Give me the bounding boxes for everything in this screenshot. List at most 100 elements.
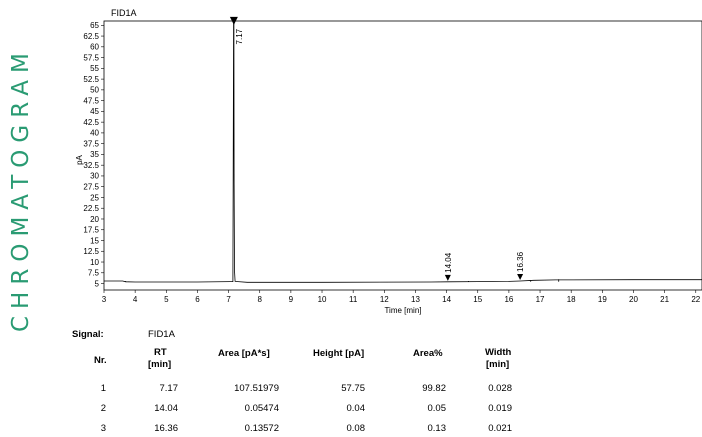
- y-axis-label: pA: [75, 154, 84, 164]
- result-rows: 1 7.17 107.51979 57.75 99.82 0.028 2 14.04 0.054…: [60, 377, 702, 437]
- y-tick-label: 37.5: [83, 139, 99, 148]
- y-tick-label: 17.5: [83, 226, 99, 235]
- peak-label: 14.04: [444, 252, 453, 273]
- table-row: 3 16.36 0.13572 0.08 0.13 0.021: [60, 417, 702, 437]
- y-tick-label: 15: [90, 236, 99, 245]
- peak-marker: 16.36: [516, 251, 525, 280]
- cell-width: 0.021: [488, 423, 512, 434]
- y-tick-label: 5: [95, 279, 100, 288]
- cell-area-pct: 0.05: [427, 403, 447, 414]
- y-tick-label: 45: [90, 107, 99, 116]
- results-table: Signal: FID1A Nr. RT [min] Area [pA*s] H…: [60, 329, 702, 437]
- x-tick-label: 6: [195, 295, 200, 304]
- x-tick-label: 10: [318, 295, 327, 304]
- y-tick-label: 60: [90, 43, 99, 52]
- y-tick-label: 25: [90, 193, 99, 202]
- x-tick-label: 11: [349, 295, 358, 304]
- cell-rt: 7.17: [159, 383, 179, 394]
- x-tick-label: 8: [258, 295, 263, 304]
- peak-markers: 7.17 14.04 16.36: [229, 16, 525, 281]
- header-height: Height [pA]: [313, 348, 365, 359]
- cell-nr: 1: [100, 383, 106, 394]
- x-tick-label: 9: [289, 295, 294, 304]
- y-tick-label: 20: [90, 215, 99, 224]
- plot-frame: [103, 20, 702, 291]
- cell-area: 107.51979: [234, 383, 279, 394]
- x-axis-label: Time [min]: [384, 306, 421, 315]
- y-tick-label: 57.5: [83, 53, 99, 62]
- y-tick-label: 35: [90, 150, 99, 159]
- cell-area-pct: 99.82: [422, 383, 446, 394]
- signal-value: FID1A: [148, 329, 175, 340]
- cell-rt: 16.36: [154, 423, 178, 434]
- y-tick-label: 10: [90, 258, 99, 267]
- y-tick-label: 47.5: [83, 96, 99, 105]
- x-tick-label: 18: [567, 295, 576, 304]
- cell-width: 0.019: [488, 403, 512, 414]
- table-row: 1 7.17 107.51979 57.75 99.82 0.028: [60, 377, 702, 397]
- signal-trace: [104, 21, 702, 283]
- x-tick-label: 13: [411, 295, 420, 304]
- cell-height: 0.08: [346, 423, 366, 434]
- y-tick-label: 62.5: [83, 32, 99, 41]
- header-rt-unit: [min]: [148, 359, 172, 370]
- peak-label: 16.36: [516, 251, 525, 272]
- x-tick-label: 17: [536, 295, 545, 304]
- table-row: 2 14.04 0.05474 0.04 0.05 0.019: [60, 397, 702, 417]
- header-row: Nr. RT [min] Area [pA*s] Height [pA] Are…: [60, 347, 702, 377]
- peak-marker: 14.04: [444, 252, 453, 281]
- signal-title: FID1A: [111, 8, 137, 18]
- header-area: Area [pA*s]: [218, 348, 270, 359]
- x-tick-label: 15: [473, 295, 482, 304]
- x-tick-label: 3: [102, 295, 107, 304]
- y-tick-label: 7.5: [88, 269, 100, 278]
- cell-width: 0.028: [488, 383, 512, 394]
- chromatogram-chart: FID1A 57.51012.51517.52022.52527.53032.5…: [75, 8, 702, 315]
- cell-nr: 2: [100, 403, 106, 414]
- cell-nr: 3: [100, 423, 106, 434]
- side-title-text: CHROMATOGRAM: [8, 46, 34, 332]
- y-tick-label: 32.5: [83, 161, 99, 170]
- y-tick-label: 65: [90, 21, 99, 30]
- cell-area: 0.05474: [244, 403, 279, 414]
- y-tick-label: 27.5: [83, 183, 99, 192]
- x-tick-label: 7: [226, 295, 231, 304]
- peak-arrow: [229, 16, 238, 25]
- cell-height: 57.75: [341, 383, 365, 394]
- y-tick-label: 52.5: [83, 75, 99, 84]
- side-title: CHROMATOGRAM: [8, 46, 34, 332]
- header-rt: RT: [154, 347, 167, 358]
- y-tick-label: 40: [90, 129, 99, 138]
- header-width-unit: [min]: [486, 359, 510, 370]
- x-axis-ticks: 3 4 5 6 7 8 9 10 11 12 13 14 15 16 17 18 19 20 21 22: [102, 290, 701, 304]
- y-tick-label: 50: [90, 86, 99, 95]
- header-width: Width: [485, 347, 512, 358]
- peak-arrow: [517, 273, 524, 280]
- y-tick-label: 12.5: [83, 247, 99, 256]
- cell-rt: 14.04: [154, 403, 178, 414]
- header-area-pct: Area%: [413, 348, 443, 359]
- y-tick-label: 30: [90, 172, 99, 181]
- x-tick-label: 14: [442, 295, 451, 304]
- signal-row: Signal: FID1A: [60, 329, 702, 347]
- cell-area: 0.13572: [244, 423, 279, 434]
- peak-marker: 7.17: [229, 16, 244, 44]
- x-tick-label: 5: [164, 295, 169, 304]
- x-tick-label: 20: [629, 295, 638, 304]
- header-nr: Nr.: [94, 355, 107, 366]
- x-tick-label: 12: [380, 295, 389, 304]
- y-tick-label: 42.5: [83, 118, 99, 127]
- peak-arrow: [444, 274, 451, 281]
- x-tick-label: 19: [598, 295, 607, 304]
- y-tick-label: 55: [90, 64, 99, 73]
- cell-height: 0.04: [346, 403, 366, 414]
- peak-label: 7.17: [235, 28, 244, 44]
- x-tick-label: 21: [660, 295, 669, 304]
- signal-label: Signal:: [72, 329, 104, 340]
- x-tick-label: 16: [504, 295, 513, 304]
- cell-area-pct: 0.13: [427, 423, 447, 434]
- x-tick-label: 22: [691, 295, 700, 304]
- y-tick-label: 22.5: [83, 204, 99, 213]
- x-tick-label: 4: [133, 295, 138, 304]
